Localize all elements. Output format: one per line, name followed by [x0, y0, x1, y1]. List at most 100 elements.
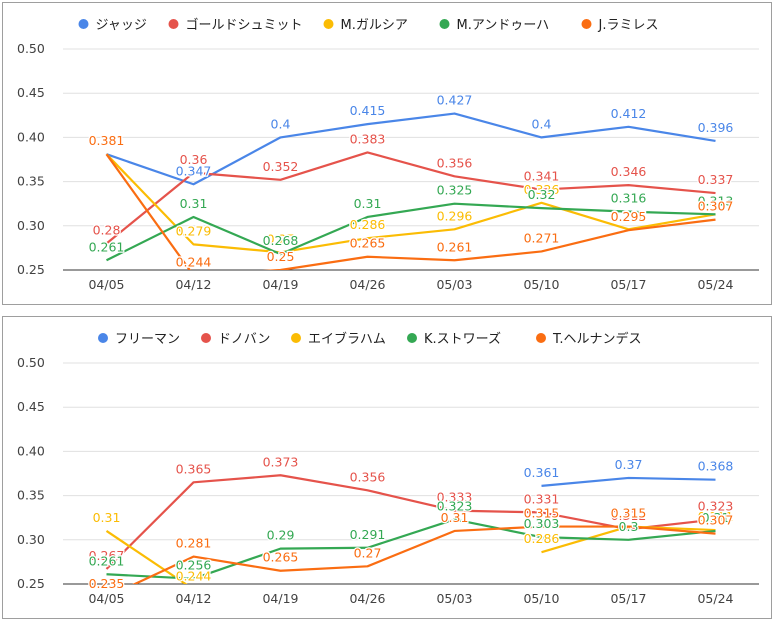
- data-label: 0.3: [619, 519, 639, 534]
- data-label: 0.261: [89, 239, 125, 254]
- legend-label: T.ヘルナンデス: [552, 331, 642, 347]
- y-tick-label: 0.25: [17, 262, 45, 277]
- legend-label: ジャッジ: [96, 18, 147, 33]
- data-label: 0.307: [698, 513, 734, 528]
- data-label: 0.31: [180, 196, 208, 211]
- x-tick-label: 05/03: [436, 591, 472, 606]
- data-label: 0.244: [176, 568, 212, 583]
- y-tick-label: 0.25: [17, 576, 45, 591]
- x-tick-label: 05/10: [523, 591, 559, 606]
- series-line: [105, 530, 188, 584]
- data-label: 0.36: [180, 152, 208, 167]
- data-label: 0.311: [698, 509, 734, 524]
- data-label: 0.331: [524, 491, 560, 506]
- series-line: [106, 202, 716, 262]
- data-label: 0.256: [176, 558, 212, 573]
- data-label: 0.365: [176, 461, 212, 476]
- chart-panel-top: 0.50 0.45 0.40 0.35 0.30 0.25 04/05 04/12 04/19 0…: [2, 2, 772, 305]
- data-label: 0.265: [263, 550, 299, 565]
- data-label: 0.261: [89, 553, 125, 568]
- data-label: 0.323: [437, 498, 473, 513]
- x-tick-label: 04/26: [349, 277, 385, 292]
- chart-panel-bottom: 0.50 0.45 0.40 0.35 0.30 0.25 04/05 04/12 04/19 0…: [2, 316, 772, 619]
- data-label: 0.303: [524, 516, 560, 531]
- x-tick-label: 04/05: [88, 591, 124, 606]
- legend-marker: [323, 19, 334, 29]
- x-tick-label: 04/26: [349, 591, 385, 606]
- data-label: 0.37: [615, 457, 643, 472]
- data-label: 0.296: [437, 208, 473, 223]
- data-label: 0.346: [611, 164, 647, 179]
- data-label: 0.295: [611, 209, 647, 224]
- series-line: [105, 151, 716, 245]
- data-label: 0.312: [611, 508, 647, 523]
- data-label: 0.279: [176, 223, 212, 238]
- data-label: 0.333: [437, 490, 473, 505]
- data-label: 0.27: [267, 231, 295, 246]
- x-tick-label: 05/24: [697, 591, 733, 606]
- data-label: 0.337: [698, 172, 734, 187]
- data-label: 0.347: [176, 163, 212, 178]
- data-label: 0.315: [524, 506, 560, 521]
- legend-marker: [98, 333, 108, 343]
- series-line: [105, 153, 716, 254]
- data-label: 0.235: [89, 576, 125, 591]
- data-label: 0.381: [89, 133, 125, 148]
- data-label: 0.356: [350, 469, 386, 484]
- data-label: 0.286: [524, 531, 560, 546]
- legend-label: ドノバン: [218, 332, 270, 347]
- series-line: [132, 525, 716, 584]
- y-tick-label: 0.30: [17, 532, 45, 547]
- y-tick-label: 0.35: [17, 488, 45, 503]
- data-label: 0.307: [698, 199, 734, 214]
- y-tick-label: 0.45: [17, 85, 45, 100]
- data-label: 0.268: [263, 233, 299, 248]
- data-label: 0.341: [524, 169, 560, 184]
- legend-marker: [407, 333, 417, 343]
- data-label: 0.381: [89, 133, 125, 148]
- data-label: 0.25: [267, 249, 295, 264]
- data-label: 0.316: [611, 191, 647, 206]
- data-label: 0.265: [350, 236, 386, 251]
- series-line: [106, 112, 716, 186]
- chart-bottom: 0.50 0.45 0.40 0.35 0.30 0.25 04/05 04/12 04/19 0…: [17, 331, 759, 606]
- data-label: 0.315: [611, 506, 647, 521]
- legend-marker: [78, 19, 89, 29]
- y-tick-label: 0.35: [17, 174, 45, 189]
- series-line: [541, 476, 716, 487]
- series-line: [106, 518, 716, 580]
- data-label: 0.29: [267, 528, 295, 543]
- legend-marker: [439, 19, 450, 29]
- data-label: 0.313: [698, 193, 734, 208]
- legend-label: ゴールドシュミット: [186, 17, 303, 33]
- chart-top: 0.50 0.45 0.40 0.35 0.30 0.25 04/05 04/12 04/19 0…: [17, 17, 759, 292]
- x-tick-label: 04/12: [175, 277, 211, 292]
- y-tick-label: 0.50: [17, 41, 45, 56]
- data-label: 0.352: [263, 159, 299, 174]
- data-label: 0.244: [176, 254, 212, 269]
- data-label: 0.28: [93, 222, 121, 237]
- data-label: 0.427: [437, 93, 473, 108]
- y-tick-label: 0.40: [17, 443, 45, 458]
- data-label: 0.296: [611, 208, 647, 223]
- x-tick-label: 05/24: [697, 277, 733, 292]
- x-tick-label: 04/19: [262, 277, 298, 292]
- data-label: 0.326: [524, 182, 560, 197]
- data-label: 0.286: [350, 217, 386, 232]
- data-label: 0.323: [698, 498, 734, 513]
- legend-label: J.ラミレス: [598, 18, 659, 33]
- legend-marker: [581, 19, 592, 29]
- legend-label: K.ストワーズ: [424, 331, 501, 347]
- x-tick-label: 05/17: [610, 277, 646, 292]
- x-tick-label: 04/05: [88, 277, 124, 292]
- legend-label: フリーマン: [115, 332, 180, 347]
- data-label: 0.291: [350, 527, 386, 542]
- data-label: 0.361: [524, 465, 560, 480]
- y-tick-label: 0.45: [17, 399, 45, 414]
- legend-label: M.アンドゥーハ: [457, 18, 550, 33]
- legend-label: M.ガルシア: [341, 18, 408, 33]
- data-label: 0.31: [354, 196, 382, 211]
- data-label: 0.356: [437, 155, 473, 170]
- x-tick-label: 05/10: [523, 277, 559, 292]
- data-label: 0.27: [354, 545, 382, 560]
